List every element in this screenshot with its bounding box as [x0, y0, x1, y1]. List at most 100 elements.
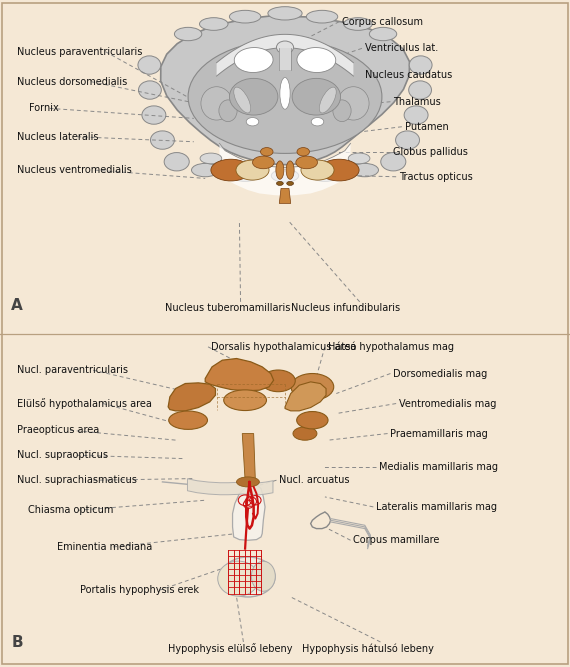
Polygon shape — [161, 16, 409, 165]
Ellipse shape — [221, 557, 275, 597]
Text: Ventromedialis mag: Ventromedialis mag — [399, 399, 496, 408]
Text: Elülső hypothalamicus area: Elülső hypothalamicus area — [17, 398, 152, 409]
Ellipse shape — [236, 160, 269, 180]
Ellipse shape — [404, 106, 428, 124]
Polygon shape — [242, 434, 255, 480]
Text: Nucleus caudatus: Nucleus caudatus — [365, 70, 452, 80]
Text: Praemamillaris mag: Praemamillaris mag — [390, 429, 488, 438]
Ellipse shape — [139, 81, 161, 99]
Text: Dorsalis hypothalamicus area: Dorsalis hypothalamicus area — [211, 342, 356, 352]
Ellipse shape — [280, 77, 290, 109]
Ellipse shape — [142, 106, 166, 124]
Text: Tractus opticus: Tractus opticus — [399, 172, 473, 181]
Text: Thalamus: Thalamus — [393, 97, 441, 107]
Ellipse shape — [237, 477, 259, 487]
Text: Hypophysis elülső lebeny: Hypophysis elülső lebeny — [168, 643, 292, 654]
Ellipse shape — [218, 561, 259, 596]
Ellipse shape — [200, 17, 228, 30]
Ellipse shape — [150, 131, 174, 149]
Ellipse shape — [409, 81, 431, 99]
Text: A: A — [11, 299, 23, 313]
Ellipse shape — [333, 100, 351, 121]
Ellipse shape — [271, 169, 299, 182]
Ellipse shape — [261, 370, 295, 392]
Text: Nucl. arcuatus: Nucl. arcuatus — [279, 476, 350, 485]
Text: Praeopticus area: Praeopticus area — [17, 426, 99, 435]
Text: Portalis hypophysis erek: Portalis hypophysis erek — [80, 586, 199, 595]
Text: Nucl. suprachiasmaticus: Nucl. suprachiasmaticus — [17, 476, 137, 485]
Ellipse shape — [306, 10, 337, 23]
Text: Chiasma opticum: Chiasma opticum — [28, 506, 114, 515]
Ellipse shape — [276, 161, 284, 179]
Ellipse shape — [192, 163, 219, 177]
Ellipse shape — [344, 17, 372, 30]
Text: Lateralis mamillaris mag: Lateralis mamillaris mag — [376, 502, 497, 512]
Text: Nucl. supraopticus: Nucl. supraopticus — [17, 450, 108, 460]
Ellipse shape — [138, 56, 161, 74]
Ellipse shape — [251, 562, 275, 592]
Ellipse shape — [297, 47, 336, 73]
Ellipse shape — [188, 40, 382, 153]
Polygon shape — [168, 383, 215, 411]
Ellipse shape — [200, 153, 222, 164]
Ellipse shape — [231, 169, 259, 181]
Ellipse shape — [260, 147, 273, 156]
Ellipse shape — [223, 390, 267, 410]
Ellipse shape — [293, 427, 317, 440]
Text: Fornix: Fornix — [28, 103, 58, 113]
Ellipse shape — [219, 100, 237, 121]
Polygon shape — [205, 359, 274, 391]
Ellipse shape — [297, 147, 310, 156]
Ellipse shape — [351, 163, 378, 177]
Text: Ventriculus lat.: Ventriculus lat. — [365, 43, 438, 53]
Ellipse shape — [246, 117, 259, 126]
Text: Nucleus lateralis: Nucleus lateralis — [17, 132, 99, 141]
Ellipse shape — [381, 153, 406, 171]
Text: Dorsomedialis mag: Dorsomedialis mag — [393, 369, 487, 378]
Ellipse shape — [276, 181, 283, 185]
Text: Eminentia mediana: Eminentia mediana — [57, 542, 152, 552]
Ellipse shape — [292, 79, 341, 115]
Ellipse shape — [234, 87, 251, 113]
Ellipse shape — [169, 411, 207, 430]
Ellipse shape — [396, 131, 420, 149]
Ellipse shape — [201, 87, 233, 120]
Ellipse shape — [296, 412, 328, 429]
Ellipse shape — [311, 169, 339, 181]
Ellipse shape — [301, 160, 334, 180]
Ellipse shape — [291, 374, 334, 400]
Ellipse shape — [409, 56, 432, 74]
Polygon shape — [285, 382, 326, 411]
Text: Hypophysis hátulsó lebeny: Hypophysis hátulsó lebeny — [302, 644, 434, 654]
Text: Nucl. paraventricularis: Nucl. paraventricularis — [17, 366, 128, 375]
Ellipse shape — [234, 47, 273, 73]
Text: B: B — [11, 636, 23, 650]
Text: Medialis mamillaris mag: Medialis mamillaris mag — [379, 462, 498, 472]
Ellipse shape — [276, 41, 294, 54]
Ellipse shape — [286, 161, 294, 179]
Ellipse shape — [229, 10, 260, 23]
Ellipse shape — [319, 159, 359, 181]
Polygon shape — [233, 484, 265, 540]
Ellipse shape — [369, 27, 397, 41]
Text: Nucleus tuberomamillaris: Nucleus tuberomamillaris — [165, 303, 291, 313]
Ellipse shape — [337, 87, 369, 120]
Ellipse shape — [164, 153, 189, 171]
Ellipse shape — [296, 156, 317, 169]
Ellipse shape — [287, 181, 294, 185]
Text: Corpus mamillare: Corpus mamillare — [353, 536, 440, 545]
Polygon shape — [279, 189, 291, 203]
Text: Hátsó hypothalamus mag: Hátsó hypothalamus mag — [328, 342, 454, 352]
Text: Nucleus dorsomedialis: Nucleus dorsomedialis — [17, 77, 127, 87]
Ellipse shape — [229, 79, 278, 115]
Text: Putamen: Putamen — [405, 122, 449, 131]
Text: Nucleus infundibularis: Nucleus infundibularis — [291, 303, 400, 313]
Ellipse shape — [311, 117, 324, 126]
Ellipse shape — [174, 27, 202, 41]
Text: Corpus callosum: Corpus callosum — [342, 17, 423, 27]
Text: Nucleus paraventricularis: Nucleus paraventricularis — [17, 47, 142, 57]
Text: Globus pallidus: Globus pallidus — [393, 147, 468, 157]
Ellipse shape — [268, 7, 302, 20]
Ellipse shape — [319, 87, 336, 113]
Ellipse shape — [348, 153, 370, 164]
